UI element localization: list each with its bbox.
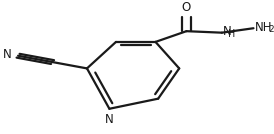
- Text: 2: 2: [268, 25, 274, 34]
- Text: N: N: [3, 48, 12, 61]
- Text: N: N: [223, 25, 232, 38]
- Text: O: O: [182, 1, 191, 14]
- Text: H: H: [228, 29, 235, 39]
- Text: NH: NH: [255, 21, 272, 34]
- Text: N: N: [105, 113, 114, 126]
